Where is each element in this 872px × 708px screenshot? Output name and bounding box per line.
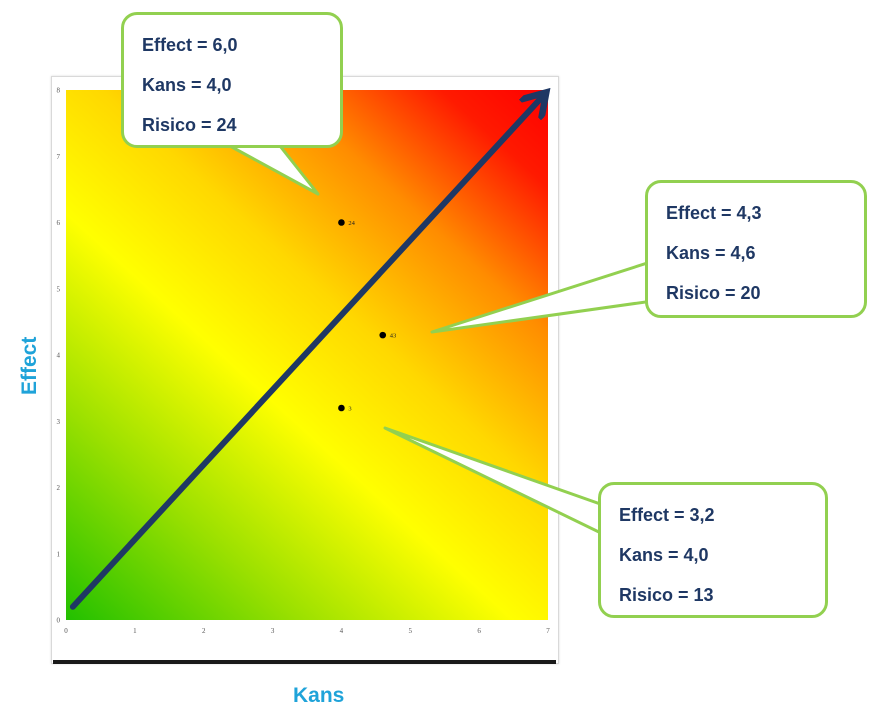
y-tick-label: 8 bbox=[57, 87, 61, 95]
data-point bbox=[338, 404, 345, 412]
data-point bbox=[338, 219, 345, 226]
y-tick-label: 2 bbox=[57, 484, 61, 492]
callout-risico: Risico = 24 bbox=[142, 115, 237, 135]
callout-effect: Effect = 4,3 bbox=[666, 203, 762, 223]
y-tick-label: 5 bbox=[57, 285, 61, 293]
y-tick-label: 6 bbox=[57, 219, 61, 227]
x-tick-label: 3 bbox=[271, 627, 275, 635]
y-tick-label: 3 bbox=[57, 418, 61, 426]
y-tick-label: 4 bbox=[57, 352, 61, 360]
x-tick-label: 7 bbox=[546, 627, 550, 635]
data-point-label: 3 bbox=[348, 406, 351, 413]
callout-top: Effect = 6,0 Kans = 4,0 Risico = 24 bbox=[121, 12, 343, 148]
callout-middle: Effect = 4,3 Kans = 4,6 Risico = 20 bbox=[645, 180, 867, 318]
x-tick-label: 1 bbox=[133, 627, 137, 635]
x-tick-label: 5 bbox=[409, 627, 413, 635]
y-tick-label: 0 bbox=[57, 617, 61, 625]
callout-bottom: Effect = 3,2 Kans = 4,0 Risico = 13 bbox=[598, 482, 828, 618]
data-point-label: 24 bbox=[348, 220, 355, 227]
callout-effect: Effect = 6,0 bbox=[142, 35, 238, 55]
x-tick-label: 4 bbox=[340, 627, 344, 635]
callout-effect: Effect = 3,2 bbox=[619, 505, 715, 525]
callout-risico: Risico = 20 bbox=[666, 283, 761, 303]
risk-arrow bbox=[69, 96, 543, 610]
y-tick-label: 1 bbox=[57, 550, 61, 558]
x-tick-label: 0 bbox=[64, 627, 68, 635]
callout-risico: Risico = 13 bbox=[619, 585, 714, 605]
callout-kans: Kans = 4,0 bbox=[142, 75, 232, 95]
data-points: 24 43 3 bbox=[338, 219, 397, 413]
callout-kans: Kans = 4,6 bbox=[666, 243, 756, 263]
axis-ticks: 0 1 2 3 4 5 6 7 0 1 2 3 4 5 6 7 8 bbox=[57, 87, 551, 636]
y-axis-title: Effect bbox=[18, 336, 41, 395]
x-axis-baseline bbox=[53, 660, 556, 664]
data-point bbox=[379, 331, 387, 339]
y-tick-label: 7 bbox=[57, 153, 61, 161]
callout-kans: Kans = 4,0 bbox=[619, 545, 709, 565]
x-tick-label: 2 bbox=[202, 627, 206, 635]
x-tick-label: 6 bbox=[477, 627, 481, 635]
x-axis-title: Kans bbox=[293, 684, 345, 707]
data-point-label: 43 bbox=[390, 333, 397, 340]
